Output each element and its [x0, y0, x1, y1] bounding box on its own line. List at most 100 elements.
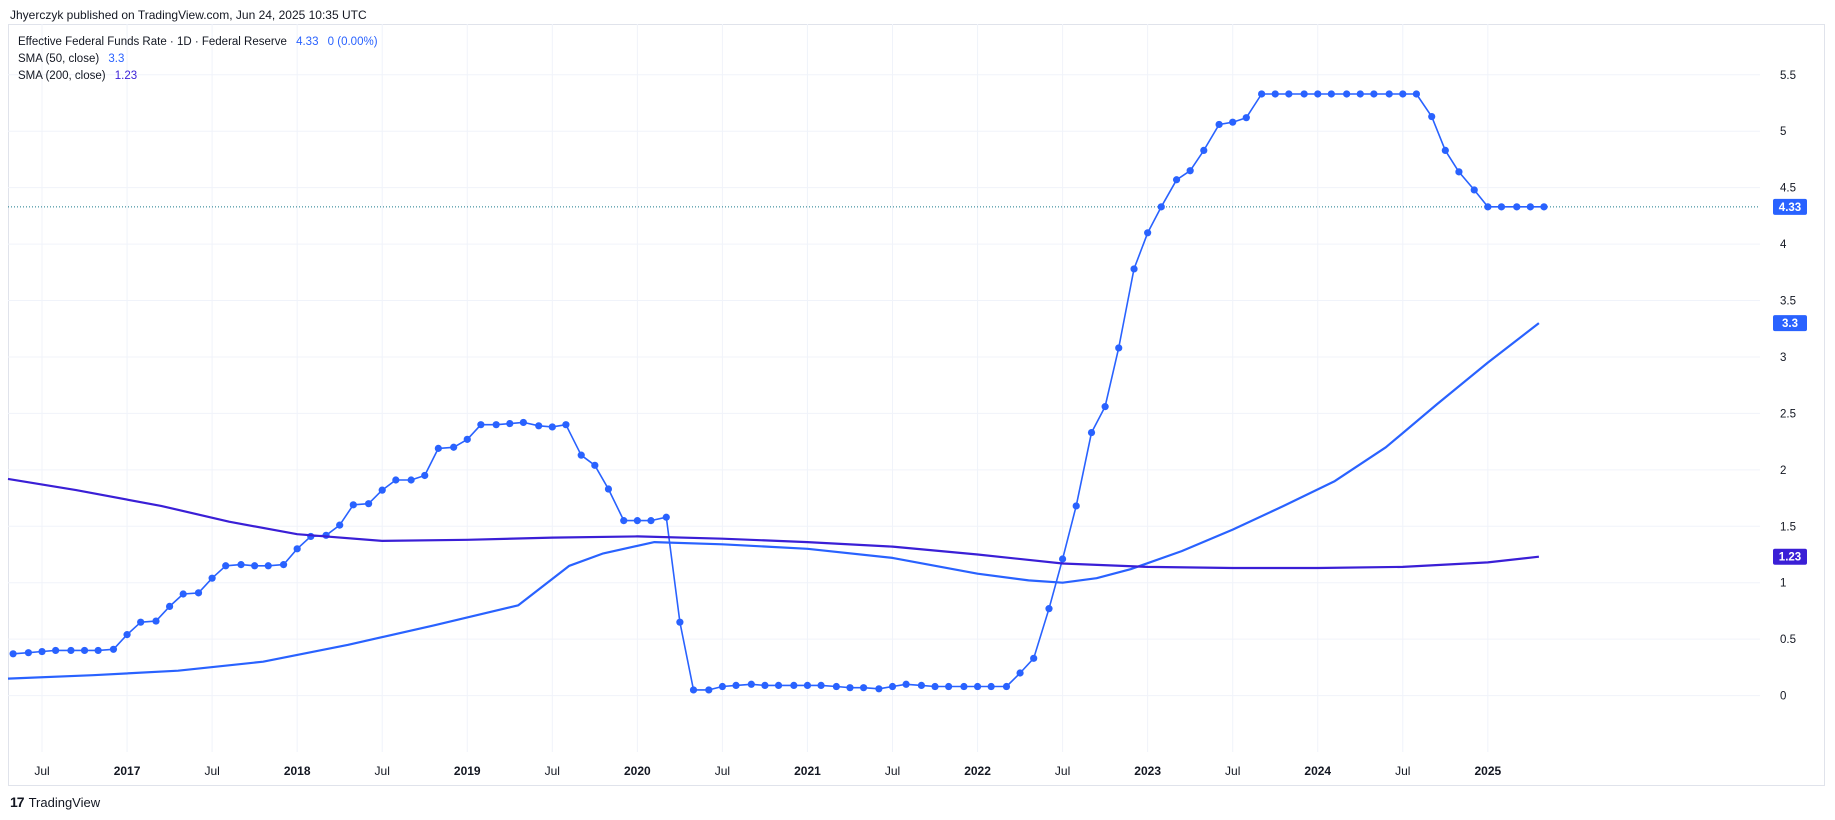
price-axis: 0 0.5 1 1.5 2 2.5 3 3.5 4 4.5 5 5.5: [1780, 70, 1796, 703]
data-point: [1258, 90, 1266, 98]
data-point: [336, 521, 344, 529]
data-point: [577, 451, 585, 459]
data-point: [1343, 90, 1351, 98]
data-point: [1045, 605, 1053, 613]
x-tick-label: 2018: [284, 764, 311, 778]
data-point: [506, 419, 514, 428]
y-tick-label: 5.5: [1780, 70, 1796, 82]
data-point: [917, 681, 926, 690]
y-tick-label: 2: [1780, 465, 1786, 477]
data-point: [803, 681, 812, 690]
legend-sma200-row[interactable]: SMA (200, close) 1.23: [18, 68, 378, 85]
data-point: [705, 686, 713, 694]
data-point: [365, 500, 373, 508]
data-point: [1470, 186, 1478, 194]
y-tick-label: 0: [1780, 691, 1786, 703]
data-point: [279, 561, 288, 569]
tradingview-logo-icon: 17: [10, 794, 25, 810]
data-point: [137, 618, 145, 626]
data-point: [1059, 555, 1067, 563]
x-tick-label: Jul: [204, 764, 219, 778]
data-point: [747, 680, 755, 688]
data-point: [562, 421, 570, 429]
data-point: [123, 631, 131, 639]
data-point: [620, 517, 628, 525]
x-tick-label: Jul: [34, 764, 49, 778]
x-tick-label: 2017: [114, 764, 141, 778]
data-point: [859, 684, 868, 692]
data-point: [1229, 118, 1237, 126]
data-point: [237, 561, 245, 569]
data-point: [676, 618, 684, 626]
data-point: [1356, 90, 1364, 98]
y-tick-label: 4: [1780, 239, 1787, 251]
x-tick-label: Jul: [1055, 764, 1070, 778]
price-label-text: 4.33: [1779, 202, 1801, 214]
data-point: [1172, 176, 1181, 184]
data-point: [52, 646, 60, 655]
x-tick-label: Jul: [715, 764, 730, 778]
legend-sma50-row[interactable]: SMA (50, close) 3.3: [18, 51, 378, 68]
data-point: [378, 486, 386, 494]
chart-legend: Effective Federal Funds Rate · 1D · Fede…: [18, 34, 378, 85]
data-point: [790, 681, 798, 690]
data-point: [1385, 90, 1393, 98]
data-point: [774, 681, 783, 690]
data-point: [24, 649, 33, 657]
price-label-box: [1773, 315, 1807, 332]
data-point: [875, 685, 883, 693]
data-point: [591, 461, 599, 469]
data-point: [761, 681, 769, 690]
x-tick-label: Jul: [885, 764, 900, 778]
y-tick-label: 3.5: [1780, 296, 1796, 308]
data-point: [463, 435, 471, 443]
data-point: [987, 682, 995, 691]
legend-sma50-label: SMA (50, close): [18, 53, 100, 65]
data-point: [1157, 203, 1165, 211]
legend-change: 0 (0.00%): [327, 36, 378, 48]
series-line-1: [7, 322, 1540, 680]
legend-sma200-label: SMA (200, close): [18, 70, 106, 82]
x-tick-label: Jul: [1395, 764, 1410, 778]
data-point: [208, 574, 216, 582]
data-point: [1087, 428, 1096, 437]
x-tick-label: 2021: [794, 764, 821, 778]
data-point: [1441, 146, 1449, 155]
price-label-box: [1773, 548, 1807, 565]
data-point: [80, 646, 89, 655]
data-point: [179, 590, 187, 598]
data-point: [1314, 90, 1322, 98]
data-point: [633, 517, 641, 525]
data-point: [1513, 203, 1521, 211]
legend-symbol: Effective Federal Funds Rate · 1D · Fede…: [18, 36, 287, 48]
data-point: [67, 646, 75, 655]
data-point: [1002, 682, 1011, 691]
data-point: [548, 423, 556, 431]
data-point: [434, 444, 442, 452]
footer-brand[interactable]: 17 TradingView: [10, 794, 100, 810]
published-header: Jhyerczyk published on TradingView.com, …: [10, 8, 367, 22]
x-tick-label: Jul: [375, 764, 390, 778]
data-point: [38, 647, 46, 656]
x-tick-label: 2019: [454, 764, 481, 778]
data-point: [1242, 114, 1250, 122]
data-point: [1300, 90, 1308, 98]
time-axis: Jul 2017 Jul 2018 Jul 2019 Jul 2020 Jul 2021 Jul 20…: [34, 764, 1501, 778]
data-point: [1484, 203, 1492, 211]
data-point: [477, 421, 485, 429]
data-point: [1115, 344, 1123, 352]
data-point: [931, 682, 939, 691]
data-point: [1144, 229, 1152, 237]
data-point: [194, 589, 203, 597]
data-point: [888, 682, 897, 691]
y-tick-label: 4.5: [1780, 183, 1796, 195]
price-label-text: 1.23: [1779, 552, 1801, 564]
y-tick-label: 1: [1780, 578, 1786, 590]
data-point: [902, 680, 910, 688]
x-tick-label: 2023: [1134, 764, 1161, 778]
data-point: [1526, 203, 1534, 211]
data-point: [846, 684, 854, 692]
x-tick-label: 2022: [964, 764, 991, 778]
legend-symbol-row[interactable]: Effective Federal Funds Rate · 1D · Fede…: [18, 34, 378, 51]
